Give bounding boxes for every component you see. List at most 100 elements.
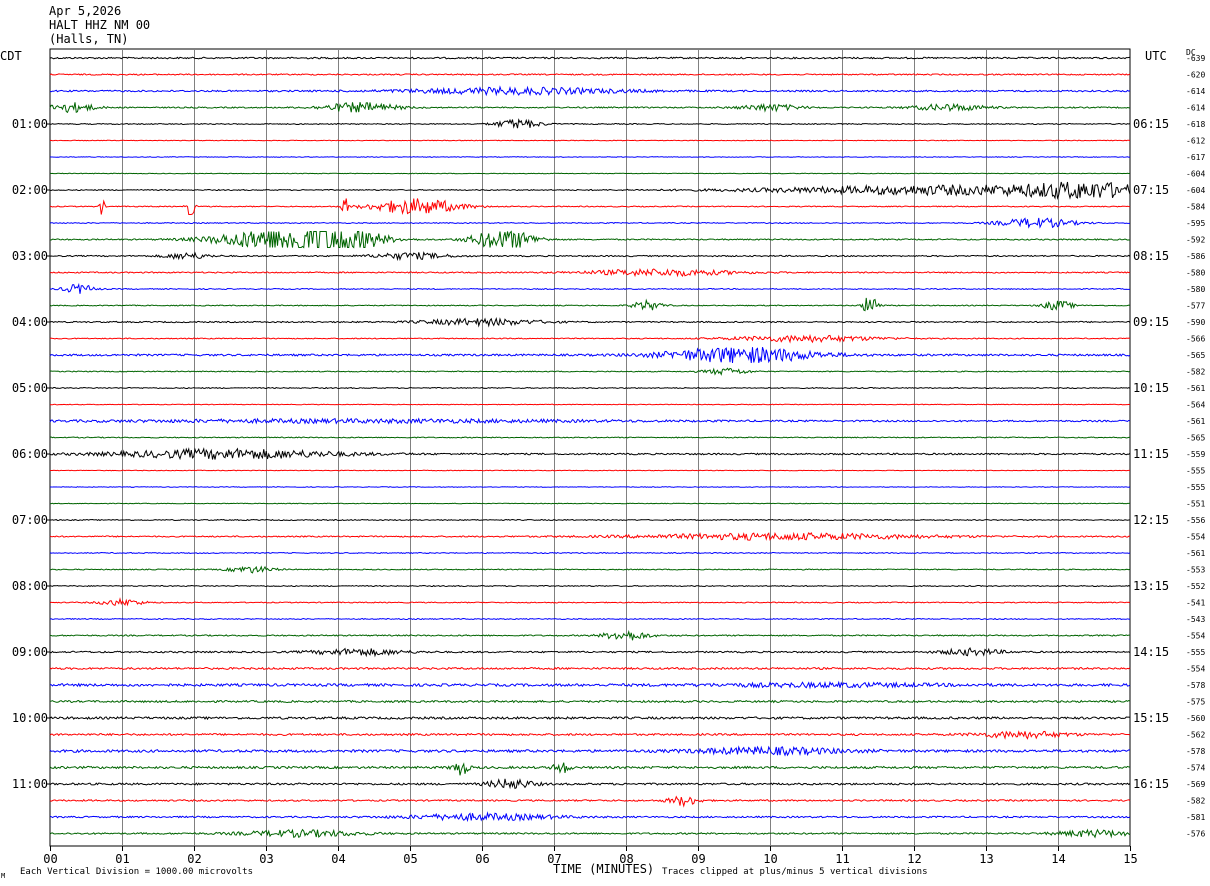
- dc-offset-label: -590: [1186, 318, 1205, 327]
- dc-offset-label: -604: [1186, 170, 1205, 179]
- seismic-trace: [49, 156, 1131, 158]
- seismic-trace: [49, 617, 1131, 621]
- dc-offset-label: -612: [1186, 137, 1205, 146]
- dc-offset-label: -564: [1186, 401, 1205, 410]
- seismic-trace: [49, 172, 1131, 175]
- dc-offset-label: -541: [1186, 599, 1205, 608]
- dc-offset-label: -574: [1186, 764, 1205, 773]
- seismic-trace: [49, 551, 1131, 555]
- seismic-trace: [49, 181, 1131, 200]
- dc-offset-label: -576: [1186, 830, 1205, 839]
- dc-offset-label: -565: [1186, 351, 1205, 360]
- scale-note: Each Vertical Division = 1000.00 microvo…: [20, 867, 253, 877]
- seismic-trace: [49, 745, 1131, 757]
- corner-mark: M: [1, 872, 6, 880]
- dc-offset-label: -562: [1186, 731, 1205, 740]
- seismic-trace: [49, 56, 1131, 60]
- seismic-trace: [49, 828, 1131, 839]
- right-timezone-label: UTC: [1145, 49, 1167, 63]
- x-tick-label: 10: [763, 852, 777, 866]
- dc-offset-label: -584: [1186, 203, 1205, 212]
- x-axis-label: TIME (MINUTES): [553, 862, 655, 876]
- dc-offset-label: -586: [1186, 252, 1205, 261]
- seismic-trace: [49, 647, 1131, 658]
- seismic-trace: [49, 584, 1131, 588]
- seismic-trace: [49, 680, 1131, 690]
- seismic-trace: [49, 629, 1131, 641]
- utc-hour-label: 15:15: [1133, 711, 1169, 725]
- dc-offset-label: -618: [1186, 120, 1205, 129]
- x-tick-label: 01: [115, 852, 129, 866]
- utc-hour-label: 06:15: [1133, 117, 1169, 131]
- dc-offset-label: -555: [1186, 483, 1205, 492]
- x-tick-label: 15: [1123, 852, 1137, 866]
- utc-hour-label: 10:15: [1133, 381, 1169, 395]
- station-location: (Halls, TN): [49, 32, 129, 46]
- seismic-trace: [49, 531, 1131, 541]
- station-code: HALT HHZ NM 00: [49, 18, 151, 32]
- x-tick-label: 07: [547, 852, 561, 866]
- seismic-trace: [49, 778, 1131, 790]
- seismic-trace: [49, 795, 1131, 808]
- utc-hour-label: 13:15: [1133, 579, 1169, 593]
- dc-offset-label: -555: [1186, 648, 1205, 657]
- seismic-trace: [49, 85, 1131, 97]
- utc-hour-label: 12:15: [1133, 513, 1169, 527]
- dc-offset-label: -592: [1186, 236, 1205, 245]
- cdt-hour-label: 06:00: [12, 447, 48, 461]
- dc-offset-label: -565: [1186, 434, 1205, 443]
- dc-offset-label: -569: [1186, 780, 1205, 789]
- seismic-trace: [49, 699, 1131, 704]
- dc-offset-label: -575: [1186, 698, 1205, 707]
- seismic-trace: [49, 230, 1131, 249]
- dc-offset-label: -614: [1186, 104, 1205, 113]
- seismic-trace: [50, 118, 1131, 129]
- dc-offset-label: -554: [1186, 665, 1205, 674]
- x-tick-label: 13: [979, 852, 993, 866]
- dc-offset-label: -551: [1186, 500, 1205, 509]
- seismic-trace: [49, 486, 1131, 488]
- seismic-trace: [49, 73, 1131, 76]
- seismic-trace: [49, 333, 1131, 344]
- dc-offset-label: -581: [1186, 813, 1205, 822]
- utc-hour-label: 16:15: [1133, 777, 1169, 791]
- x-tick-label: 09: [691, 852, 705, 866]
- seismic-trace: [49, 317, 1131, 328]
- plot-date: Apr 5,2026: [49, 4, 122, 18]
- seismic-trace: [49, 102, 1131, 114]
- dc-offset-label: -543: [1186, 615, 1205, 624]
- dc-offset-label: -580: [1186, 285, 1205, 294]
- seismic-trace: [49, 597, 1131, 607]
- cdt-hour-label: 11:00: [12, 777, 48, 791]
- cdt-hour-label: 04:00: [12, 315, 48, 329]
- dc-offset-label: -559: [1186, 450, 1205, 459]
- seismic-trace: [49, 469, 1131, 472]
- dc-offset-label: -566: [1186, 335, 1205, 344]
- dc-offset-label: -617: [1186, 153, 1205, 162]
- dc-label: DC: [1186, 48, 1196, 57]
- dc-offset-label: -582: [1186, 797, 1205, 806]
- seismic-trace: [49, 716, 1131, 721]
- dc-offset-label: -554: [1186, 533, 1205, 542]
- dc-offset-label: -555: [1186, 467, 1205, 476]
- dc-offset-label: -556: [1186, 516, 1205, 525]
- seismic-trace: [49, 346, 1131, 364]
- seismic-trace: [49, 666, 1131, 671]
- seismic-trace: [49, 417, 1131, 425]
- seismic-trace: [49, 447, 1131, 461]
- cdt-hour-label: 09:00: [12, 645, 48, 659]
- left-timezone-label: CDT: [0, 49, 22, 63]
- dc-offset-label: -595: [1186, 219, 1205, 228]
- cdt-hour-label: 03:00: [12, 249, 48, 263]
- x-tick-label: 05: [403, 852, 417, 866]
- dc-offset-label: -561: [1186, 417, 1205, 426]
- dc-offset-label: -561: [1186, 384, 1205, 393]
- cdt-hour-label: 02:00: [12, 183, 48, 197]
- dc-offset-label: -620: [1186, 71, 1205, 80]
- seismic-trace: [49, 251, 1131, 262]
- x-tick-label: 08: [619, 852, 633, 866]
- dc-offset-label: -553: [1186, 566, 1205, 575]
- seismic-trace: [49, 518, 1131, 522]
- dc-offset-label: -639: [1186, 54, 1205, 63]
- utc-hour-label: 09:15: [1133, 315, 1169, 329]
